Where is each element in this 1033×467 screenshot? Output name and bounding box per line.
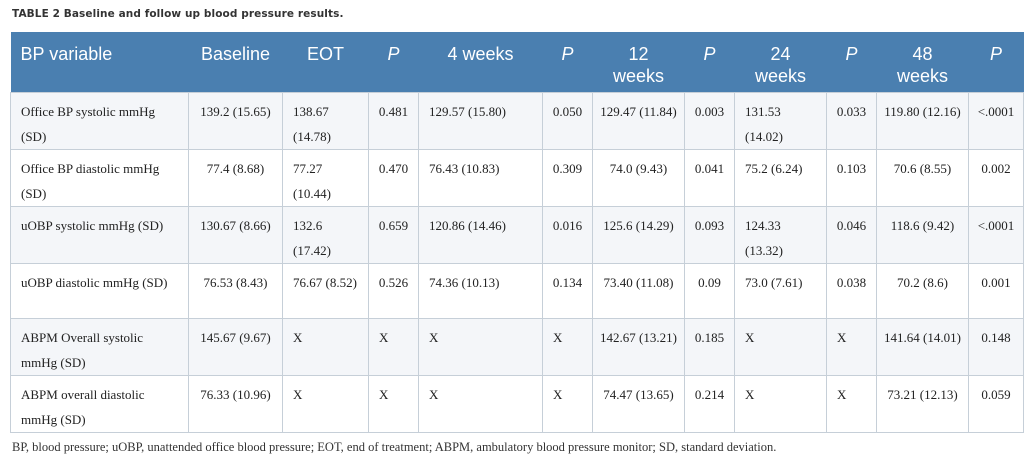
cell: 0.016 <box>542 205 593 264</box>
cell-variable: ABPM Overall systolic mmHg (SD) <box>10 317 189 376</box>
cell: 73.21 (12.13) <box>876 374 969 433</box>
cell: 0.093 <box>684 205 735 264</box>
cell: 0.148 <box>968 317 1024 376</box>
cell: 70.2 (8.6) <box>876 262 969 319</box>
cell: <.0001 <box>968 205 1024 264</box>
cell: 0.481 <box>368 91 419 150</box>
header-p-24-weeks: P <box>826 32 877 92</box>
cell: 70.6 (8.55) <box>876 148 969 207</box>
cell: X <box>418 317 543 376</box>
table-footnote: BP, blood pressure; uOBP, unattended off… <box>12 440 777 454</box>
cell: 0.659 <box>368 205 419 264</box>
cell: 77.27 (10.44) <box>282 148 369 207</box>
header-row: BP variable Baseline EOT P 4 weeks P 12 … <box>10 32 1024 92</box>
table-row: Office BP diastolic mmHg (SD) 77.4 (8.68… <box>10 148 1024 207</box>
cell: 119.80 (12.16) <box>876 91 969 150</box>
cell: 0.038 <box>826 262 877 319</box>
cell: 132.6 (17.42) <box>282 205 369 264</box>
cell: X <box>734 374 827 433</box>
table-caption: TABLE 2 Baseline and follow up blood pre… <box>12 8 344 20</box>
cell: <.0001 <box>968 91 1024 150</box>
cell-variable: uOBP systolic mmHg (SD) <box>10 205 189 264</box>
cell: X <box>368 374 419 433</box>
cell: 76.67 (8.52) <box>282 262 369 319</box>
cell: 0.185 <box>684 317 735 376</box>
cell: 0.09 <box>684 262 735 319</box>
header-48-weeks: 48 weeks <box>876 32 969 92</box>
cell: 0.470 <box>368 148 419 207</box>
cell: 0.001 <box>968 262 1024 319</box>
cell: 141.64 (14.01) <box>876 317 969 376</box>
cell: 0.002 <box>968 148 1024 207</box>
cell: 129.47 (11.84) <box>592 91 685 150</box>
cell: 75.2 (6.24) <box>734 148 827 207</box>
cell: 73.40 (11.08) <box>592 262 685 319</box>
cell: X <box>734 317 827 376</box>
table-row: ABPM overall diastolic mmHg (SD) 76.33 (… <box>10 374 1024 433</box>
cell: 0.526 <box>368 262 419 319</box>
cell: 145.67 (9.67) <box>188 317 283 376</box>
cell: 131.53 (14.02) <box>734 91 827 150</box>
cell-variable: uOBP diastolic mmHg (SD) <box>10 262 189 319</box>
cell: 124.33 (13.32) <box>734 205 827 264</box>
cell: X <box>368 317 419 376</box>
cell: 139.2 (15.65) <box>188 91 283 150</box>
cell: 0.050 <box>542 91 593 150</box>
cell: 120.86 (14.46) <box>418 205 543 264</box>
cell: X <box>542 374 593 433</box>
cell: 74.47 (13.65) <box>592 374 685 433</box>
cell: X <box>282 374 369 433</box>
cell: X <box>282 317 369 376</box>
cell: 142.67 (13.21) <box>592 317 685 376</box>
cell: 76.43 (10.83) <box>418 148 543 207</box>
header-p-4-weeks: P <box>542 32 593 92</box>
header-p-48-weeks: P <box>968 32 1024 92</box>
cell: 129.57 (15.80) <box>418 91 543 150</box>
cell: X <box>826 317 877 376</box>
bp-results-table: BP variable Baseline EOT P 4 weeks P 12 … <box>10 32 1024 433</box>
cell-variable: Office BP diastolic mmHg (SD) <box>10 148 189 207</box>
cell: 0.214 <box>684 374 735 433</box>
cell: 0.309 <box>542 148 593 207</box>
cell: 125.6 (14.29) <box>592 205 685 264</box>
cell: 138.67 (14.78) <box>282 91 369 150</box>
cell: X <box>418 374 543 433</box>
header-4-weeks: 4 weeks <box>418 32 543 92</box>
table-row: uOBP diastolic mmHg (SD) 76.53 (8.43) 76… <box>10 262 1024 319</box>
cell: 0.041 <box>684 148 735 207</box>
cell-variable: ABPM overall diastolic mmHg (SD) <box>10 374 189 433</box>
cell: 0.003 <box>684 91 735 150</box>
cell-variable: Office BP systolic mmHg (SD) <box>10 91 189 150</box>
header-eot: EOT <box>282 32 369 92</box>
cell: 0.103 <box>826 148 877 207</box>
header-baseline: Baseline <box>188 32 283 92</box>
header-p-12-weeks: P <box>684 32 735 92</box>
cell: X <box>826 374 877 433</box>
cell: 74.0 (9.43) <box>592 148 685 207</box>
cell: 130.67 (8.66) <box>188 205 283 264</box>
header-bp-variable: BP variable <box>10 32 189 92</box>
cell: 74.36 (10.13) <box>418 262 543 319</box>
header-12-weeks: 12 weeks <box>592 32 685 92</box>
cell: 0.059 <box>968 374 1024 433</box>
header-24-weeks: 24 weeks <box>734 32 827 92</box>
cell: 76.33 (10.96) <box>188 374 283 433</box>
table-row: uOBP systolic mmHg (SD) 130.67 (8.66) 13… <box>10 205 1024 264</box>
cell: 0.046 <box>826 205 877 264</box>
cell: 118.6 (9.42) <box>876 205 969 264</box>
cell: 0.134 <box>542 262 593 319</box>
cell: X <box>542 317 593 376</box>
cell: 0.033 <box>826 91 877 150</box>
cell: 73.0 (7.61) <box>734 262 827 319</box>
table-row: ABPM Overall systolic mmHg (SD) 145.67 (… <box>10 317 1024 376</box>
table-row: Office BP systolic mmHg (SD) 139.2 (15.6… <box>10 91 1024 150</box>
cell: 77.4 (8.68) <box>188 148 283 207</box>
cell: 76.53 (8.43) <box>188 262 283 319</box>
header-p-eot: P <box>368 32 419 92</box>
